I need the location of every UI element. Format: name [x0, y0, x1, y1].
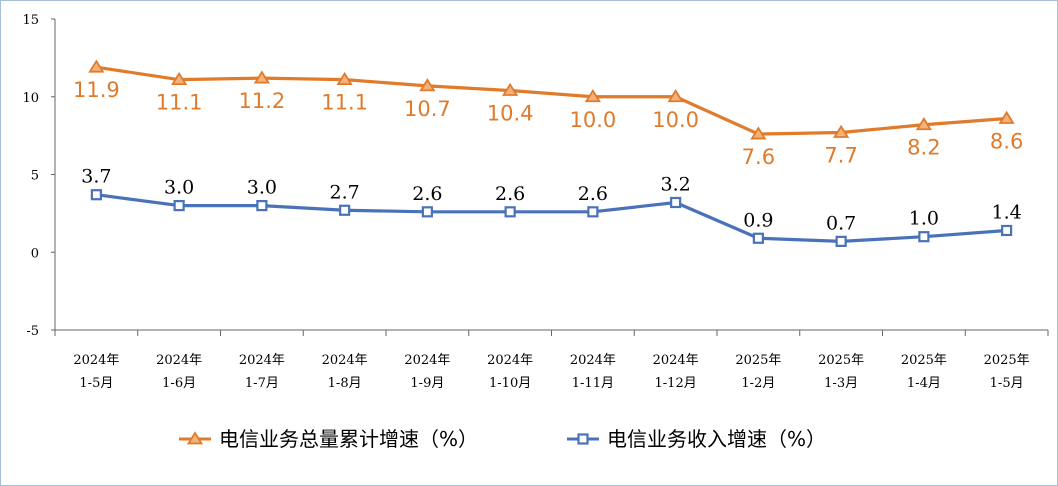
x-tick-label-period: 1-8月 [328, 376, 362, 391]
data-label: 11.2 [238, 89, 285, 113]
data-label: 3.2 [661, 173, 691, 195]
x-tick-label-year: 2025年 [735, 353, 781, 368]
y-axis-ticks: 15 10 5 0 -5 [22, 13, 55, 339]
triangle-marker [253, 70, 270, 84]
x-tick-label-year: 2024年 [156, 353, 202, 368]
series-line [96, 65, 1007, 136]
y-tick-label: 0 [31, 246, 39, 261]
data-label: 3.0 [247, 177, 277, 199]
square-marker [918, 231, 930, 243]
x-tick-label-period: 1-5月 [990, 376, 1024, 391]
triangle-marker [336, 71, 353, 86]
x-tick-label-year: 2024年 [404, 353, 450, 368]
data-label: 0.7 [826, 212, 856, 234]
legend-label: 电信业务收入增速（%） [607, 427, 826, 451]
triangle-marker [998, 110, 1015, 124]
square-marker [421, 206, 433, 218]
x-tick-label-year: 2024年 [570, 353, 616, 368]
x-tick-label-year: 2024年 [322, 353, 368, 368]
square-marker [577, 433, 589, 445]
x-tick-label-period: 1-12月 [655, 376, 697, 391]
data-label: 10.4 [487, 102, 534, 126]
square-marker [339, 204, 351, 216]
series-2: 3.7 3.0 3.0 2.7 2.6 2.6 2.6 3.2 0.9 0.7 1.0 1.4 [81, 166, 1022, 247]
x-tick-label-year: 2025年 [818, 353, 864, 368]
y-tick-label: 10 [22, 91, 39, 106]
x-tick-label-period: 1-11月 [572, 376, 614, 391]
data-label: 2.6 [412, 183, 442, 205]
data-label: 3.0 [164, 177, 194, 199]
triangle-marker [667, 89, 684, 103]
data-label: 11.1 [156, 91, 203, 115]
data-label: 7.7 [824, 144, 857, 168]
triangle-marker [171, 71, 188, 86]
x-tick-label-year: 2024年 [73, 353, 119, 368]
triangle-marker [186, 431, 204, 445]
x-tick-label-year: 2024年 [653, 353, 699, 368]
data-label: 1.0 [909, 208, 939, 230]
square-marker [256, 200, 268, 212]
series-layer: 11.9 11.1 11.2 11.1 10.7 10.4 10.0 10.0 7.6 7.7 8.… [73, 59, 1023, 247]
triangle-marker [419, 78, 436, 92]
triangle-marker [833, 124, 850, 138]
square-marker [90, 189, 102, 201]
square-marker [587, 206, 599, 218]
x-tick-label-year: 2024年 [239, 353, 285, 368]
triangle-marker [502, 82, 519, 96]
x-tick-label-period: 1-6月 [162, 376, 196, 391]
y-tick-label: -5 [26, 324, 39, 339]
x-tick-label-period: 1-10月 [489, 376, 531, 391]
x-tick-label-year: 2025年 [901, 353, 947, 368]
series-line [96, 193, 1007, 243]
triangle-marker [584, 89, 601, 103]
data-label: 2.6 [495, 183, 525, 205]
square-marker [835, 235, 847, 247]
square-marker [173, 200, 185, 212]
data-label: 11.1 [321, 91, 368, 115]
x-tick-label-period: 1-2月 [741, 376, 775, 391]
x-tick-label-period: 1-3月 [824, 376, 858, 391]
x-axis-ticks: 2024年 1-5月 2024年 1-6月 2024年 1-7月 2024年 1-8月 2024… [54, 330, 1049, 391]
data-label: 8.6 [990, 130, 1023, 154]
x-tick-label-period: 1-5月 [79, 376, 113, 391]
data-label: 2.6 [578, 183, 608, 205]
triangle-marker [750, 126, 767, 140]
data-label: 11.9 [73, 78, 120, 102]
data-label: 10.0 [569, 108, 616, 132]
data-label: 0.9 [743, 209, 773, 231]
legend: 电信业务总量累计增速（%） 电信业务收入增速（%） [179, 427, 826, 451]
square-marker [670, 196, 682, 209]
legend-item-1: 电信业务总量累计增速（%） [179, 427, 478, 451]
data-label: 10.7 [404, 97, 451, 121]
square-marker [752, 232, 764, 244]
axes [54, 19, 1048, 331]
data-label: 3.7 [81, 166, 111, 188]
x-tick-label-year: 2025年 [984, 353, 1030, 368]
triangle-marker [915, 117, 932, 131]
legend-item-2: 电信业务收入增速（%） [567, 427, 826, 451]
square-marker [1001, 224, 1013, 237]
y-tick-label: 15 [22, 13, 39, 28]
series-1: 11.9 11.1 11.2 11.1 10.7 10.4 10.0 10.0 7.6 7.7 8.… [73, 59, 1023, 169]
data-label: 7.6 [742, 145, 775, 169]
square-marker [504, 206, 516, 218]
data-label: 10.0 [652, 108, 699, 132]
triangle-marker [88, 59, 105, 73]
legend-label: 电信业务总量累计增速（%） [219, 427, 478, 451]
data-label: 1.4 [992, 201, 1022, 223]
x-tick-label-period: 1-9月 [410, 376, 444, 391]
y-tick-label: 5 [31, 169, 39, 184]
data-label: 8.2 [907, 136, 940, 160]
x-tick-label-period: 1-7月 [245, 376, 279, 391]
x-tick-label-period: 1-4月 [907, 376, 941, 391]
data-label: 2.7 [330, 181, 360, 203]
x-tick-label-year: 2024年 [487, 353, 533, 368]
